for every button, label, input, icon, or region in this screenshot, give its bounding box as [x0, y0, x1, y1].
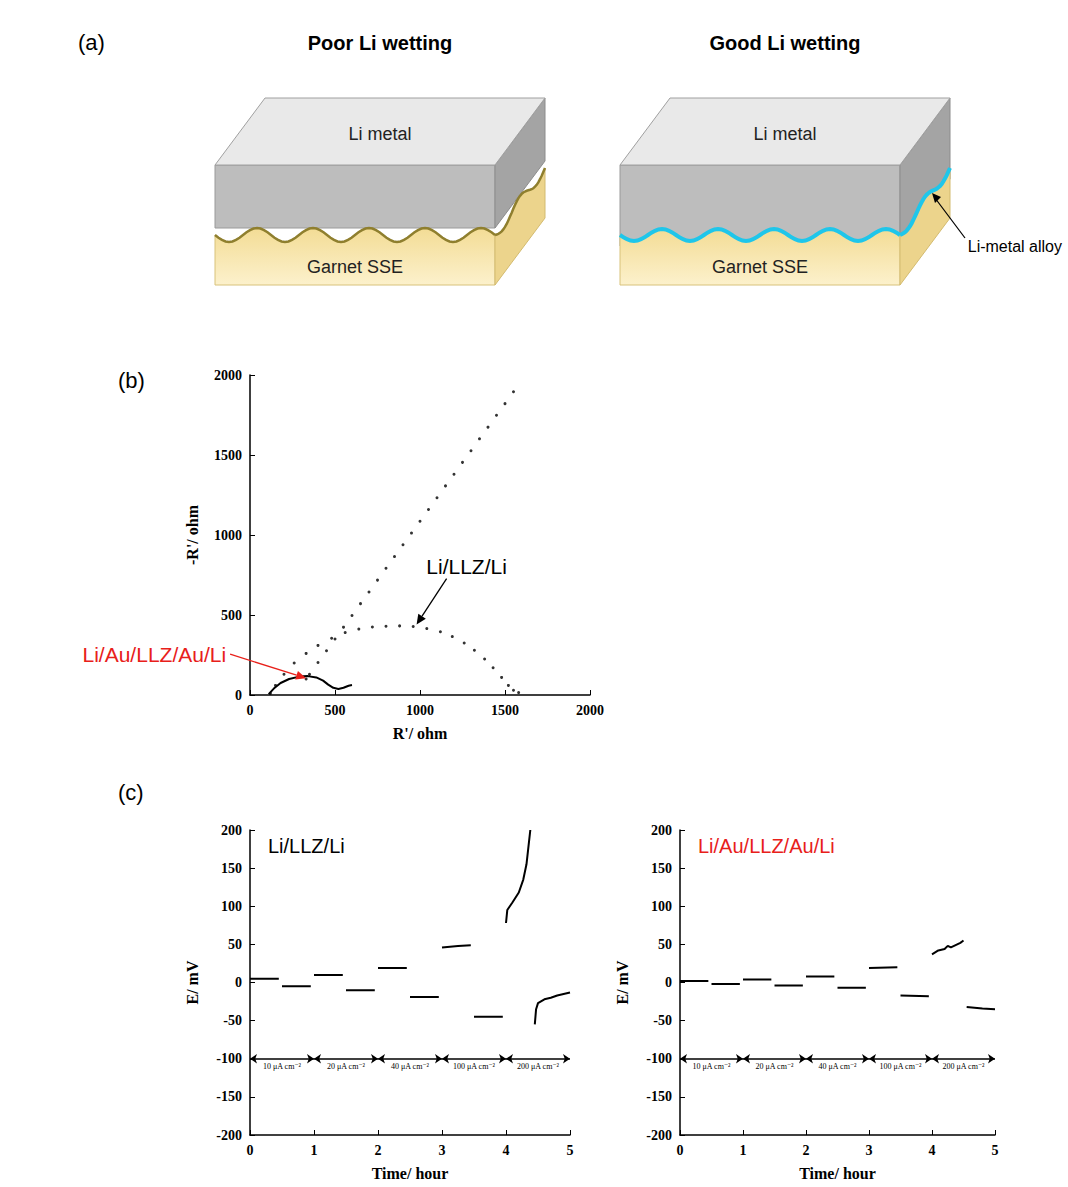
svg-text:500: 500 [221, 608, 242, 623]
svg-text:2000: 2000 [214, 368, 242, 383]
svg-text:150: 150 [221, 861, 242, 876]
svg-text:4: 4 [503, 1143, 510, 1158]
svg-text:Time/ hour: Time/ hour [372, 1165, 449, 1182]
svg-text:200: 200 [651, 823, 672, 838]
svg-text:20 μA cm⁻²: 20 μA cm⁻² [327, 1062, 366, 1071]
svg-text:0: 0 [235, 975, 242, 990]
svg-text:R'/ ohm: R'/ ohm [393, 725, 448, 742]
svg-text:200: 200 [221, 823, 242, 838]
svg-text:Garnet SSE: Garnet SSE [712, 257, 808, 277]
svg-text:E/ mV: E/ mV [184, 960, 201, 1004]
svg-text:-150: -150 [646, 1089, 672, 1104]
svg-text:2000: 2000 [576, 703, 604, 718]
svg-text:2: 2 [803, 1143, 810, 1158]
svg-text:Garnet SSE: Garnet SSE [307, 257, 403, 277]
svg-text:10 μA cm⁻²: 10 μA cm⁻² [263, 1062, 302, 1071]
svg-text:-R'/ ohm: -R'/ ohm [184, 504, 201, 565]
svg-text:3: 3 [866, 1143, 873, 1158]
svg-text:-200: -200 [216, 1128, 242, 1143]
svg-text:Li/LLZ/Li: Li/LLZ/Li [268, 835, 345, 857]
svg-text:5: 5 [567, 1143, 574, 1158]
svg-text:40 μA cm⁻²: 40 μA cm⁻² [818, 1062, 857, 1071]
svg-text:0: 0 [665, 975, 672, 990]
svg-text:100 μA cm⁻²: 100 μA cm⁻² [879, 1062, 922, 1071]
svg-text:Li/Au/LLZ/Au/Li: Li/Au/LLZ/Au/Li [698, 835, 835, 857]
svg-text:50: 50 [228, 937, 242, 952]
svg-text:E/ mV: E/ mV [614, 960, 631, 1004]
svg-text:0: 0 [677, 1143, 684, 1158]
svg-text:-100: -100 [216, 1051, 242, 1066]
svg-text:-200: -200 [646, 1128, 672, 1143]
svg-text:50: 50 [658, 937, 672, 952]
svg-text:-100: -100 [646, 1051, 672, 1066]
svg-text:(b): (b) [118, 368, 145, 393]
svg-text:(c): (c) [118, 780, 144, 805]
svg-text:2: 2 [375, 1143, 382, 1158]
svg-text:200 μA cm⁻²: 200 μA cm⁻² [517, 1062, 560, 1071]
svg-text:10 μA cm⁻²: 10 μA cm⁻² [692, 1062, 731, 1071]
svg-text:200 μA cm⁻²: 200 μA cm⁻² [942, 1062, 985, 1071]
svg-text:100: 100 [651, 899, 672, 914]
svg-text:Li metal: Li metal [753, 124, 816, 144]
svg-text:1: 1 [311, 1143, 318, 1158]
svg-text:0: 0 [235, 688, 242, 703]
svg-text:Li/Au/LLZ/Au/Li: Li/Au/LLZ/Au/Li [83, 643, 227, 666]
svg-text:Li/LLZ/Li: Li/LLZ/Li [426, 555, 507, 578]
svg-text:Time/ hour: Time/ hour [799, 1165, 876, 1182]
svg-text:-50: -50 [653, 1013, 672, 1028]
svg-text:500: 500 [325, 703, 346, 718]
svg-text:0: 0 [247, 1143, 254, 1158]
svg-text:20 μA cm⁻²: 20 μA cm⁻² [755, 1062, 794, 1071]
svg-text:Li metal: Li metal [348, 124, 411, 144]
svg-text:5: 5 [992, 1143, 999, 1158]
svg-text:1: 1 [740, 1143, 747, 1158]
svg-text:100 μA cm⁻²: 100 μA cm⁻² [453, 1062, 496, 1071]
svg-text:100: 100 [221, 899, 242, 914]
svg-text:Good Li wetting: Good Li wetting [709, 32, 860, 54]
svg-text:-150: -150 [216, 1089, 242, 1104]
svg-text:1000: 1000 [406, 703, 434, 718]
svg-text:(a): (a) [78, 30, 105, 55]
svg-text:1500: 1500 [214, 448, 242, 463]
svg-text:Poor Li wetting: Poor Li wetting [308, 32, 452, 54]
svg-text:40 μA cm⁻²: 40 μA cm⁻² [391, 1062, 430, 1071]
svg-text:0: 0 [247, 703, 254, 718]
svg-text:150: 150 [651, 861, 672, 876]
svg-text:Li-metal alloy: Li-metal alloy [968, 238, 1062, 255]
svg-text:-50: -50 [223, 1013, 242, 1028]
svg-text:1000: 1000 [214, 528, 242, 543]
svg-text:3: 3 [439, 1143, 446, 1158]
svg-text:1500: 1500 [491, 703, 519, 718]
svg-text:4: 4 [929, 1143, 936, 1158]
